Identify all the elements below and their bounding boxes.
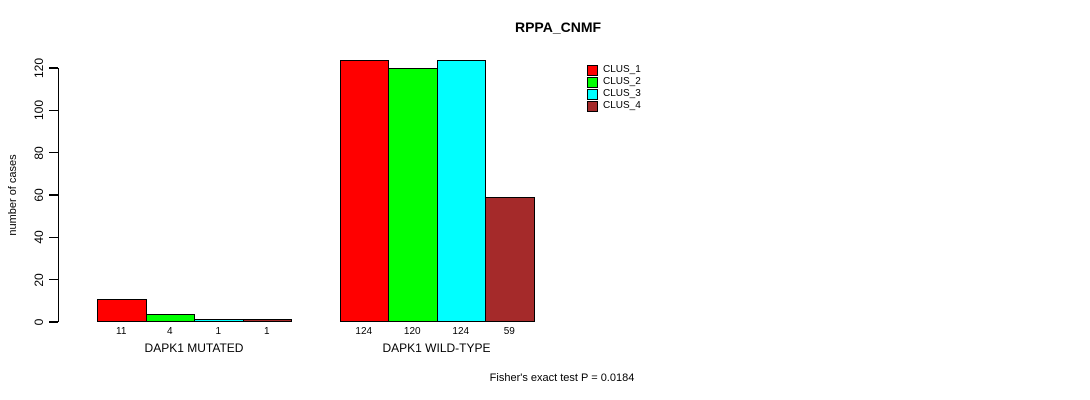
y-tick: [49, 151, 58, 154]
legend: CLUS_1 CLUS_2 CLUS_3 CLUS_4: [587, 64, 641, 112]
legend-item: CLUS_3: [587, 88, 641, 100]
y-tick-label: 120: [32, 57, 46, 79]
bar-clus-2-group-2: [388, 68, 438, 322]
legend-swatch-clus-2: [587, 76, 598, 88]
bar-clus-1-group-1: [97, 298, 147, 322]
y-tick: [49, 194, 58, 196]
legend-item: CLUS_2: [587, 76, 641, 88]
bar-value-label: 1: [215, 326, 222, 337]
bar-value-label: 1: [263, 326, 270, 337]
y-tick: [49, 278, 58, 281]
y-tick-label: 0: [32, 318, 46, 326]
bar-clus-4-group-2: [485, 197, 535, 322]
fisher-test-annotation: Fisher's exact test P = 0.0184: [489, 372, 635, 384]
group-label-2: DAPK1 WILD-TYPE: [382, 341, 491, 355]
legend-label: CLUS_2: [603, 76, 641, 87]
y-tick-label: 80: [32, 145, 46, 160]
legend-item: CLUS_4: [587, 100, 641, 112]
bar-clus-2-group-1: [145, 313, 195, 322]
y-tick: [49, 236, 58, 239]
bar-value-label: 4: [166, 326, 173, 337]
group-label-1: DAPK1 MUTATED: [144, 341, 244, 355]
bar-value-label: 124: [452, 326, 470, 337]
legend-swatch-clus-3: [587, 88, 598, 100]
y-tick-label: 100: [32, 100, 46, 121]
bar-clus-3-group-1: [194, 319, 244, 322]
bar-value-label: 11: [116, 326, 127, 337]
bar-value-label: 120: [403, 326, 421, 337]
y-tick-label: 40: [32, 230, 46, 245]
legend-label: CLUS_4: [603, 100, 641, 111]
y-tick-label: 20: [32, 272, 46, 287]
legend-label: CLUS_3: [603, 88, 641, 99]
y-tick-label: 60: [32, 188, 46, 202]
bar-value-label: 59: [503, 326, 515, 337]
bar-clus-3-group-2: [436, 59, 486, 322]
y-axis-line: [57, 68, 59, 322]
legend-label: CLUS_1: [603, 64, 641, 75]
bar-value-label: 124: [355, 326, 373, 337]
legend-item: CLUS_1: [587, 64, 641, 76]
bar-clus-1-group-2: [339, 59, 389, 322]
bar-clus-4-group-1: [242, 319, 292, 322]
y-tick: [49, 321, 58, 323]
y-tick: [49, 109, 58, 112]
legend-swatch-clus-4: [587, 100, 598, 112]
y-tick: [49, 67, 58, 69]
chart-title: RPPA_CNMF: [514, 19, 602, 35]
legend-swatch-clus-1: [587, 64, 598, 76]
